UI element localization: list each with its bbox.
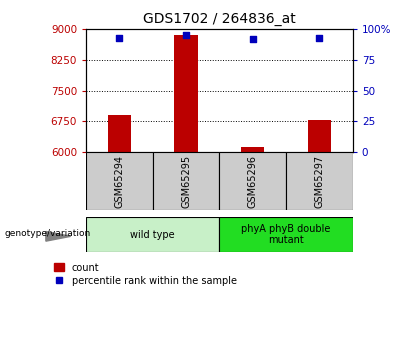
Text: GSM65297: GSM65297	[315, 155, 325, 208]
Point	[183, 33, 189, 38]
Legend: count, percentile rank within the sample: count, percentile rank within the sample	[50, 259, 241, 289]
Polygon shape	[46, 231, 71, 241]
Bar	[86, 152, 153, 210]
Text: GSM65295: GSM65295	[181, 155, 191, 208]
Bar	[220, 152, 286, 210]
Point	[249, 36, 256, 42]
Text: wild type: wild type	[131, 230, 175, 239]
Bar	[86, 217, 220, 252]
Text: GSM65296: GSM65296	[248, 155, 258, 208]
Bar	[286, 152, 353, 210]
Bar	[308, 120, 331, 152]
Bar	[241, 147, 265, 152]
Point	[116, 35, 123, 41]
Text: genotype/variation: genotype/variation	[4, 229, 90, 238]
Bar	[153, 152, 220, 210]
Bar	[220, 217, 353, 252]
Text: GSM65294: GSM65294	[114, 155, 124, 208]
Bar	[174, 36, 198, 152]
Bar	[108, 115, 131, 152]
Text: phyA phyB double
mutant: phyA phyB double mutant	[241, 224, 331, 245]
Point	[316, 35, 323, 41]
Title: GDS1702 / 264836_at: GDS1702 / 264836_at	[143, 11, 296, 26]
